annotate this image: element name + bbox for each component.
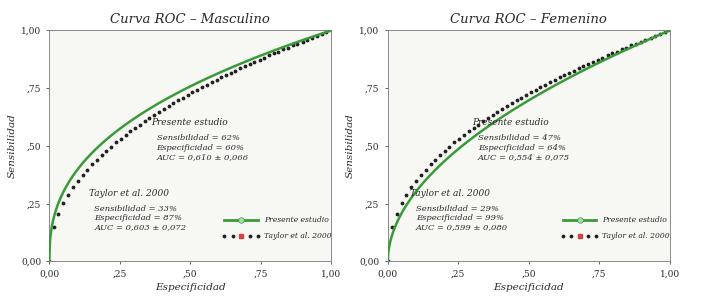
Text: Taylor et al. 2000: Taylor et al. 2000	[264, 232, 331, 240]
Y-axis label: Sensibilidad: Sensibilidad	[346, 114, 355, 178]
Text: Sensibilidad = 62%
Especificidad = 60%
AUC = 0,610 ± 0,066: Sensibilidad = 62% Especificidad = 60% A…	[157, 134, 249, 161]
Text: Taylor et al. 2000: Taylor et al. 2000	[602, 232, 670, 240]
Text: Presente estudio: Presente estudio	[602, 216, 667, 224]
Text: Sensibilidad = 29%
Especificidad = 99%
AUC = 0,599 ± 0,080: Sensibilidad = 29% Especificidad = 99% A…	[416, 205, 508, 231]
Title: Curva ROC – Femenino: Curva ROC – Femenino	[450, 13, 607, 26]
Title: Curva ROC – Masculino: Curva ROC – Masculino	[111, 13, 270, 26]
X-axis label: Especificidad: Especificidad	[155, 283, 226, 292]
Y-axis label: Sensibilidad: Sensibilidad	[8, 114, 17, 178]
Text: Sensibilidad = 47%
Especificidad = 64%
AUC = 0,554 ± 0,075: Sensibilidad = 47% Especificidad = 64% A…	[478, 134, 570, 161]
Text: Presente estudio: Presente estudio	[472, 118, 549, 127]
Text: Taylor et al. 2000: Taylor et al. 2000	[89, 189, 168, 198]
Text: Presente estudio: Presente estudio	[151, 118, 228, 127]
Text: Sensibilidad = 33%
Especificidad = 87%
AUC = 0,603 ± 0,072: Sensibilidad = 33% Especificidad = 87% A…	[94, 205, 187, 231]
X-axis label: Especificidad: Especificidad	[493, 283, 564, 292]
Text: Taylor et al. 2000: Taylor et al. 2000	[410, 189, 490, 198]
Text: Presente estudio: Presente estudio	[264, 216, 329, 224]
